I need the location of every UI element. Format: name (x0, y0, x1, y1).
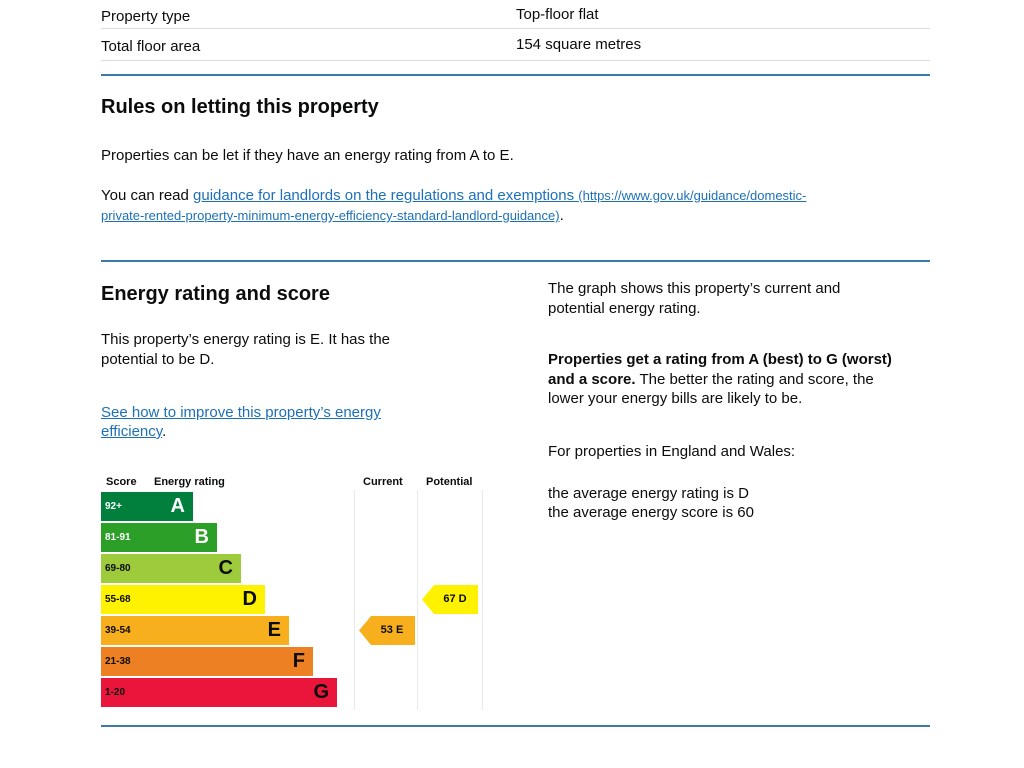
letting-guidance-paragraph: You can read guidance for landlords on t… (101, 186, 901, 206)
section-divider (101, 725, 930, 727)
rating-band-f: 21-38 F (101, 647, 313, 676)
improve-efficiency-link-line2[interactable]: efficiency. (101, 423, 167, 440)
band-score-range: 92+ (105, 501, 122, 512)
chart-header-potential: Potential (426, 476, 473, 488)
band-score-range: 1-20 (105, 687, 126, 698)
band-letter: B (194, 526, 209, 548)
band-letter: A (170, 495, 185, 517)
property-type-label: Property type (101, 8, 191, 25)
rating-band-a: 92+ A (101, 492, 193, 521)
average-rating-text: the average energy rating is D (548, 485, 749, 502)
landlord-guidance-link[interactable]: guidance for landlords on the regulation… (193, 187, 807, 204)
letting-paragraph: Properties can be let if they have an en… (101, 147, 514, 164)
floor-area-value: 154 square metres (516, 36, 642, 53)
band-score-range: 21-38 (105, 656, 131, 667)
england-wales-text: For properties in England and Wales: (548, 443, 796, 460)
energy-rating-chart: Score Energy rating Current Potential 92… (101, 472, 483, 710)
ratings-line2: and a score. The better the rating and s… (548, 371, 874, 388)
row-divider (101, 28, 930, 29)
chart-header-score: Score (106, 476, 137, 488)
band-letter: F (292, 650, 305, 672)
rating-band-c: 69-80 C (101, 554, 241, 583)
section-divider (101, 260, 930, 262)
chart-column-divider (354, 490, 355, 710)
energy-intro-line2: potential to be D. (101, 351, 215, 368)
potential-rating-marker: 67 D (422, 585, 478, 614)
section-divider (101, 74, 930, 76)
chart-column-divider (482, 490, 483, 710)
current-rating-marker-label: 53 E (380, 624, 404, 636)
graph-desc-line1: The graph shows this property’s current … (548, 280, 841, 297)
average-score-text: the average energy score is 60 (548, 504, 754, 521)
graph-desc-line2: potential energy rating. (548, 300, 701, 317)
improve-efficiency-link-line1[interactable]: See how to improve this property’s energ… (101, 404, 381, 421)
chart-column-divider (417, 490, 418, 710)
chart-header-current: Current (363, 476, 403, 488)
property-type-value: Top-floor flat (516, 6, 599, 23)
rating-band-g: 1-20 G (101, 678, 337, 707)
band-score-range: 39-54 (105, 625, 131, 636)
guidance-prefix: You can read (101, 187, 194, 204)
letting-heading: Rules on letting this property (101, 96, 379, 118)
ratings-line3: lower your energy bills are likely to be… (548, 390, 803, 407)
potential-rating-marker-label: 67 D (443, 593, 467, 605)
row-divider (101, 60, 930, 61)
rating-band-d: 55-68 D (101, 585, 265, 614)
band-score-range: 55-68 (105, 594, 131, 605)
rating-band-b: 81-91 B (101, 523, 217, 552)
energy-intro-line1: This property’s energy rating is E. It h… (101, 331, 391, 348)
band-letter: G (313, 681, 329, 703)
band-letter: E (267, 619, 281, 641)
ratings-bold-line1: Properties get a rating from A (best) to… (548, 351, 892, 368)
floor-area-label: Total floor area (101, 38, 201, 55)
energy-heading: Energy rating and score (101, 283, 330, 305)
band-letter: D (242, 588, 257, 610)
band-score-range: 81-91 (105, 532, 131, 543)
current-rating-marker: 53 E (359, 616, 415, 645)
band-score-range: 69-80 (105, 563, 131, 574)
guidance-url-continued: private-rented-property-minimum-energy-e… (101, 206, 564, 226)
rating-band-e: 39-54 E (101, 616, 289, 645)
guidance-suffix: . (559, 207, 564, 224)
band-letter: C (218, 557, 233, 579)
landlord-guidance-link-url[interactable]: private-rented-property-minimum-energy-e… (101, 208, 560, 223)
chart-header-rating: Energy rating (154, 476, 225, 488)
